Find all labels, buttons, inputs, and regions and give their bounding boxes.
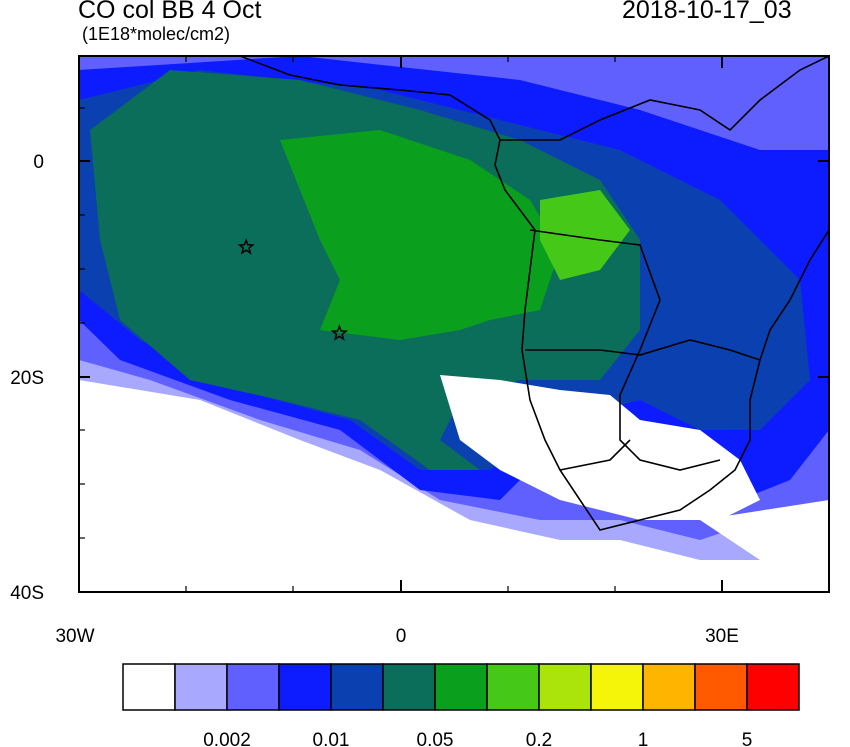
- colorbar-box-2: [226, 663, 280, 711]
- x-tick-label-1: 0: [396, 626, 407, 647]
- colorbar-box-10: [642, 663, 696, 711]
- colorbar-box-5: [382, 663, 436, 711]
- colorbar-label-5: 5: [742, 730, 753, 747]
- axis-ticks: [78, 56, 829, 593]
- map-title: CO col BB 4 Oct: [78, 0, 262, 24]
- star-marker-2: [330, 324, 349, 341]
- colorbar-box-0: [122, 663, 176, 711]
- colorbar-box-12: [746, 663, 800, 711]
- colorbar-box-11: [694, 663, 748, 711]
- colorbar-box-8: [538, 663, 592, 711]
- colorbar-label-1: 0.01: [313, 730, 350, 747]
- plot-frame: [78, 55, 830, 593]
- colorbar-box-9: [590, 663, 644, 711]
- y-tick-label-0: 0: [33, 152, 44, 173]
- colorbar-label-4: 1: [638, 730, 649, 747]
- colorbar-label-2: 0.05: [417, 730, 454, 747]
- colorbar-label-0: 0.002: [203, 730, 251, 747]
- x-tick-label-2: 30E: [705, 626, 739, 647]
- colorbar: 0.002 0.01 0.05 0.2 1 5: [122, 663, 800, 747]
- clean-air-region: [440, 375, 760, 520]
- colorbar-box-4: [330, 663, 384, 711]
- colorbar-box-1: [174, 663, 228, 711]
- timestamp-label: 2018-10-17_03: [622, 0, 792, 24]
- units-label: (1E18*molec/cm2): [82, 24, 231, 44]
- y-tick-label-1: 20S: [10, 368, 44, 389]
- coastlines: [239, 56, 829, 531]
- green-core-region: [280, 130, 560, 340]
- light-green-patch: [540, 190, 630, 280]
- axis-minor-ticks: [79, 56, 616, 592]
- x-tick-label-0: 30W: [55, 626, 94, 647]
- colorbar-box-6: [434, 663, 488, 711]
- site-markers: [237, 238, 349, 341]
- y-tick-label-2: 40S: [10, 583, 44, 604]
- colorbar-label-3: 0.2: [526, 730, 552, 747]
- colorbar-box-7: [486, 663, 540, 711]
- co-field: [79, 56, 829, 592]
- colorbar-box-3: [278, 663, 332, 711]
- star-marker-1: [237, 238, 255, 255]
